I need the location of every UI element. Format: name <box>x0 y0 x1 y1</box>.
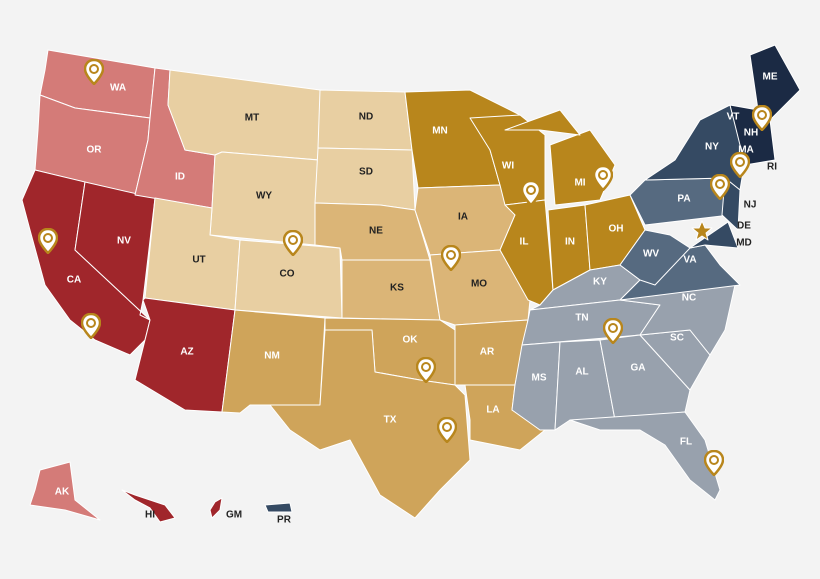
state <box>689 221 739 249</box>
state <box>569 411 721 501</box>
territory <box>29 461 101 521</box>
state-label: NE <box>369 226 383 237</box>
state-label: MT <box>245 113 259 124</box>
state-label: NJ <box>744 200 757 211</box>
state-label: NM <box>264 351 280 362</box>
territory-label: PR <box>277 515 292 526</box>
state-label: ND <box>359 112 373 123</box>
state-label: PA <box>677 194 690 205</box>
states <box>21 44 801 519</box>
state-label: MA <box>738 145 754 156</box>
state <box>619 284 736 356</box>
state-label: MO <box>471 279 487 290</box>
state <box>499 199 554 306</box>
state <box>314 147 416 211</box>
state-label: CO <box>280 269 295 280</box>
state-label: NV <box>117 236 131 247</box>
state-label: UT <box>192 255 205 266</box>
state-label: CA <box>67 275 81 286</box>
state-label: ID <box>175 172 185 183</box>
state-label: WV <box>643 249 659 260</box>
state-label: LA <box>486 405 499 416</box>
pins[interactable] <box>38 59 772 476</box>
state-label: TN <box>575 313 588 324</box>
state-label: NH <box>744 128 758 139</box>
territory-label: HI <box>145 510 155 521</box>
state-label: SC <box>670 333 684 344</box>
state-label: NC <box>682 293 696 304</box>
state-label: FL <box>680 437 692 448</box>
state-label: VT <box>727 112 740 123</box>
state-label: MS <box>532 373 547 384</box>
state-label: MN <box>432 126 448 137</box>
territory <box>209 497 223 519</box>
state-label: IL <box>520 237 529 248</box>
state-label: IA <box>458 212 468 223</box>
state-label: MD <box>736 238 752 249</box>
state <box>749 44 801 121</box>
state-label: NY <box>705 142 719 153</box>
state-label: SD <box>359 167 373 178</box>
territory <box>121 489 176 523</box>
state-label: TX <box>384 415 397 426</box>
state-label: WI <box>502 161 514 172</box>
state-label: RI <box>767 162 777 173</box>
state <box>599 334 691 421</box>
territory-label: GM <box>226 510 242 521</box>
territory <box>264 502 293 513</box>
state-label: DE <box>737 221 751 232</box>
state-label: AL <box>575 367 588 378</box>
state-label: KS <box>390 283 404 294</box>
state-label: AR <box>480 347 495 358</box>
state-label: WY <box>256 191 272 202</box>
capital-star <box>691 220 713 241</box>
state-label: IN <box>565 237 575 248</box>
state-label: AZ <box>180 347 193 358</box>
labels: WA OR CA NV ID MT WY UT CO AZ NM ND SD N… <box>55 72 778 526</box>
state-label: GA <box>631 363 646 374</box>
state <box>504 109 581 136</box>
state-label: OK <box>403 335 419 346</box>
state <box>269 329 471 519</box>
state-label: MI <box>574 178 585 189</box>
state-label: OH <box>609 224 624 235</box>
territories <box>29 461 293 523</box>
state-label: VA <box>683 255 696 266</box>
state-label: ME <box>763 72 778 83</box>
state-label: KY <box>593 277 607 288</box>
territory-label: AK <box>55 487 70 498</box>
state-label: WA <box>110 83 126 94</box>
state-label: OR <box>87 145 103 156</box>
